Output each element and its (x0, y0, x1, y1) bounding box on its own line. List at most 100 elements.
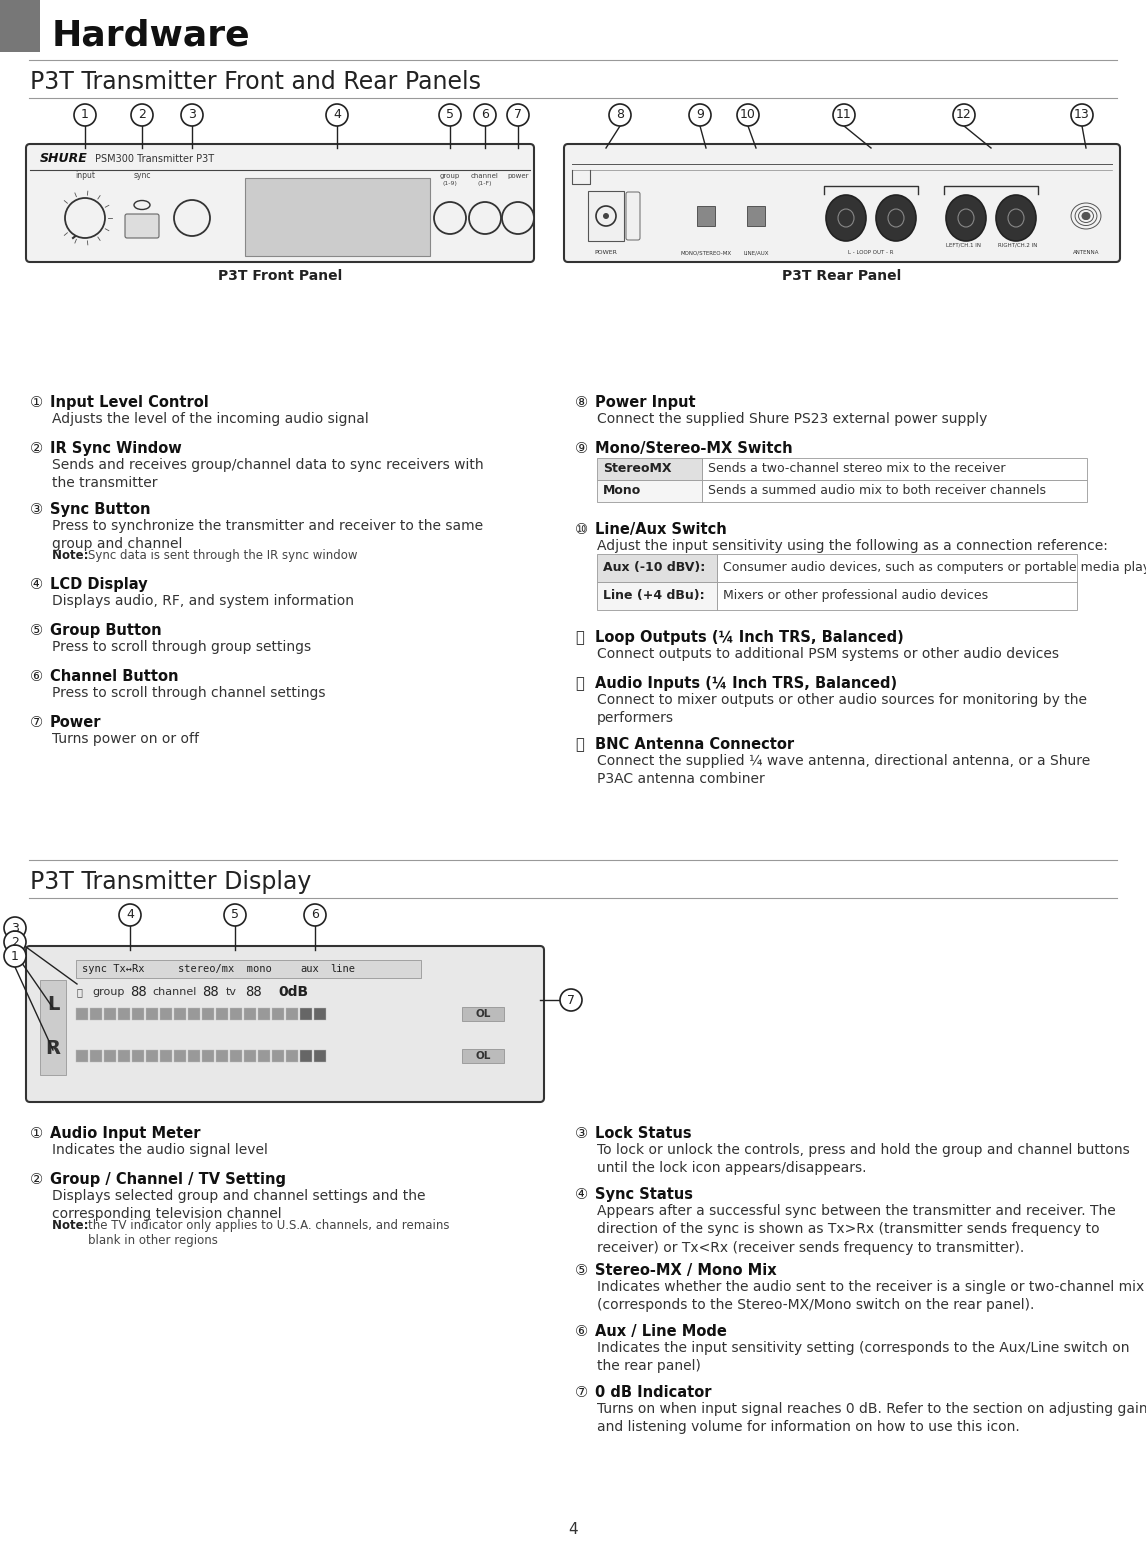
Text: 1: 1 (81, 109, 89, 121)
Text: LEFT/CH.1 IN: LEFT/CH.1 IN (947, 243, 981, 247)
Bar (245, 177, 430, 257)
Circle shape (439, 104, 461, 126)
Bar (258, 1050, 270, 1062)
Text: ③: ③ (30, 502, 44, 516)
Text: ④: ④ (575, 1186, 588, 1202)
Circle shape (560, 989, 582, 1011)
Text: ⑩: ⑩ (575, 522, 588, 536)
Ellipse shape (826, 194, 866, 241)
Circle shape (181, 104, 203, 126)
Text: 1: 1 (11, 950, 19, 963)
Text: 5: 5 (446, 109, 454, 121)
Text: 9: 9 (696, 109, 704, 121)
Bar (462, 1050, 504, 1064)
Text: Connect outputs to additional PSM systems or other audio devices: Connect outputs to additional PSM system… (597, 647, 1059, 661)
Text: Consumer audio devices, such as computers or portable media players: Consumer audio devices, such as computer… (723, 561, 1146, 574)
Text: To lock or unlock the controls, press and hold the group and channel buttons
unt: To lock or unlock the controls, press an… (597, 1143, 1130, 1176)
Bar (272, 1050, 284, 1062)
Bar (462, 1008, 504, 1022)
Bar (702, 459, 1088, 480)
Circle shape (603, 213, 609, 219)
Bar (597, 554, 717, 582)
Bar (132, 1008, 144, 1020)
Text: 8: 8 (617, 109, 625, 121)
FancyBboxPatch shape (626, 191, 639, 239)
Text: sync: sync (133, 171, 151, 180)
Text: StereoMX: StereoMX (603, 462, 672, 476)
Circle shape (65, 197, 105, 238)
Bar (202, 1050, 214, 1062)
Text: LINE/AUX: LINE/AUX (744, 250, 769, 255)
Text: PSM300 Transmitter P3T: PSM300 Transmitter P3T (95, 154, 214, 163)
Text: MONO/STEREO-MX: MONO/STEREO-MX (681, 250, 731, 255)
Text: ①: ① (30, 395, 44, 411)
Text: Mono/Stereo-MX Switch: Mono/Stereo-MX Switch (595, 442, 793, 456)
Text: Line (+4 dBu):: Line (+4 dBu): (603, 589, 705, 602)
Text: the TV indicator only applies to U.S.A. channels, and remains
blank in other reg: the TV indicator only applies to U.S.A. … (88, 1219, 449, 1247)
Text: 10: 10 (740, 109, 756, 121)
Bar (174, 1008, 186, 1020)
Bar (272, 1008, 284, 1020)
Bar (160, 1050, 172, 1062)
Text: 6: 6 (311, 908, 319, 922)
Text: 7: 7 (515, 109, 521, 121)
Text: OL: OL (476, 1009, 490, 1019)
Bar (230, 1050, 242, 1062)
Text: ⑪: ⑪ (575, 630, 583, 645)
Bar (104, 1008, 116, 1020)
Bar (230, 1008, 242, 1020)
Text: ⑥: ⑥ (30, 669, 44, 684)
Text: IR Sync Window: IR Sync Window (50, 442, 182, 456)
Text: 88: 88 (245, 984, 261, 998)
Bar (104, 1050, 116, 1062)
Circle shape (1082, 211, 1090, 219)
Text: LCD Display: LCD Display (50, 577, 148, 592)
FancyBboxPatch shape (125, 215, 159, 238)
Bar (76, 1008, 88, 1020)
Text: ⑨: ⑨ (575, 442, 588, 456)
Text: Aux (-10 dBV):: Aux (-10 dBV): (603, 561, 705, 574)
Circle shape (3, 945, 26, 967)
Bar (258, 1008, 270, 1020)
Text: Turns power on or off: Turns power on or off (52, 732, 199, 746)
Text: Loop Outputs (¼ Inch TRS, Balanced): Loop Outputs (¼ Inch TRS, Balanced) (595, 630, 904, 645)
Text: Note:: Note: (52, 1219, 93, 1232)
Text: group: group (440, 173, 461, 179)
Text: Channel Button: Channel Button (50, 669, 179, 684)
Bar (717, 554, 1077, 582)
Text: ④: ④ (30, 577, 44, 592)
Bar (188, 1050, 201, 1062)
Circle shape (502, 202, 534, 233)
Text: R: R (46, 1039, 61, 1057)
Text: 12: 12 (956, 109, 972, 121)
Text: ⑧: ⑧ (575, 395, 588, 411)
Bar (91, 1050, 102, 1062)
Circle shape (434, 202, 466, 233)
Text: ⚿: ⚿ (77, 987, 83, 997)
Bar (0, 0, 40, 51)
Circle shape (469, 202, 501, 233)
Ellipse shape (945, 194, 986, 241)
Circle shape (131, 104, 154, 126)
Text: Indicates whether the audio sent to the receiver is a single or two-channel mix
: Indicates whether the audio sent to the … (597, 1280, 1144, 1312)
Bar (597, 582, 717, 610)
Text: Adjusts the level of the incoming audio signal: Adjusts the level of the incoming audio … (52, 412, 369, 426)
Text: 2: 2 (138, 109, 146, 121)
Circle shape (737, 104, 759, 126)
Bar (40, 980, 66, 1075)
Bar (300, 1050, 312, 1062)
Text: Indicates the audio signal level: Indicates the audio signal level (52, 1143, 268, 1157)
Text: ⑦: ⑦ (575, 1386, 588, 1400)
Text: Turns on when input signal reaches 0 dB. Refer to the section on adjusting gain
: Turns on when input signal reaches 0 dB.… (597, 1403, 1146, 1434)
Bar (160, 1008, 172, 1020)
Bar (76, 959, 421, 978)
Bar (717, 582, 1077, 610)
Bar (286, 1050, 298, 1062)
FancyBboxPatch shape (26, 945, 544, 1102)
Circle shape (223, 903, 246, 925)
Circle shape (325, 104, 348, 126)
Bar (314, 1050, 325, 1062)
Text: Indicates the input sensitivity setting (corresponds to the Aux/Line switch on
t: Indicates the input sensitivity setting … (597, 1340, 1130, 1373)
Text: Mono: Mono (603, 485, 642, 498)
Circle shape (304, 903, 325, 925)
